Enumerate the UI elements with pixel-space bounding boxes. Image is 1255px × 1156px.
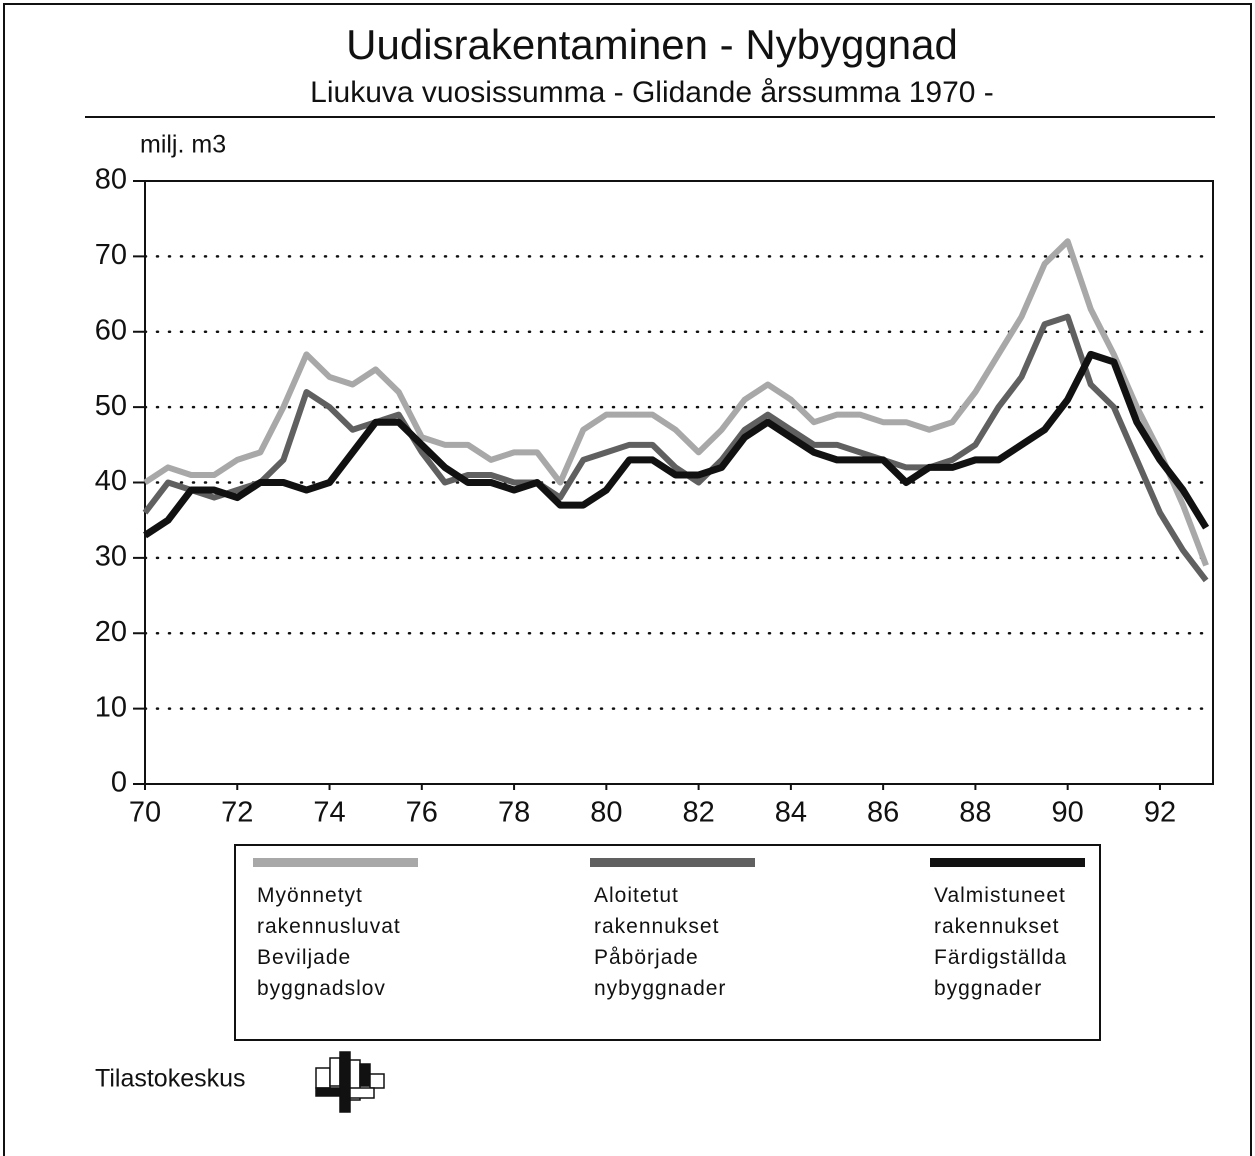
x-tick-label: 72 — [221, 797, 253, 829]
y-tick-label: 60 — [95, 314, 127, 346]
y-tick-label: 70 — [95, 239, 127, 271]
y-tick-label: 10 — [95, 691, 127, 723]
y-axis-label: milj. m3 — [140, 131, 226, 159]
legend-label: Aloitetut rakennukset Påbörjade nybyggna… — [594, 884, 727, 1000]
x-tick-label: 86 — [867, 797, 899, 829]
x-tick-label: 70 — [129, 797, 161, 829]
series-line — [143, 238, 1209, 567]
page-frame — [3, 3, 1252, 1156]
series-line — [142, 313, 1209, 583]
x-tick-label: 80 — [590, 797, 622, 829]
x-tick-label: 92 — [1144, 797, 1176, 829]
legend-swatch — [930, 858, 1085, 867]
source: Tilastokeskus — [95, 1065, 246, 1093]
y-tick-label: 0 — [111, 767, 127, 799]
y-tick-label: 20 — [95, 616, 127, 648]
legend-label: Myönnetyt rakennusluvat Beviljade byggna… — [257, 884, 401, 1000]
y-tick-label: 50 — [95, 390, 127, 422]
logo — [315, 1051, 385, 1113]
x-tick-label: 90 — [1052, 797, 1084, 829]
x-tick-label: 84 — [775, 797, 807, 829]
chart-subtitle: Liukuva vuosissumma - Glidande årssumma … — [310, 76, 994, 109]
x-tick-label: 78 — [498, 797, 530, 829]
legend-swatch — [590, 858, 755, 867]
legend-swatch — [253, 858, 418, 867]
y-tick-label: 40 — [95, 465, 127, 497]
y-tick-label: 80 — [95, 164, 127, 196]
x-tick-label: 76 — [406, 797, 438, 829]
x-tick-label: 88 — [959, 797, 991, 829]
series-line — [143, 350, 1210, 539]
legend-box — [234, 844, 1101, 1041]
plot-frame — [144, 180, 1214, 785]
x-tick-label: 74 — [313, 797, 345, 829]
legend-label: Valmistuneet rakennukset Färdigställda b… — [934, 884, 1068, 1000]
y-tick-label: 30 — [95, 541, 127, 573]
chart-title: Uudisrakentaminen - Nybyggnad — [346, 21, 958, 68]
x-tick-label: 82 — [682, 797, 714, 829]
